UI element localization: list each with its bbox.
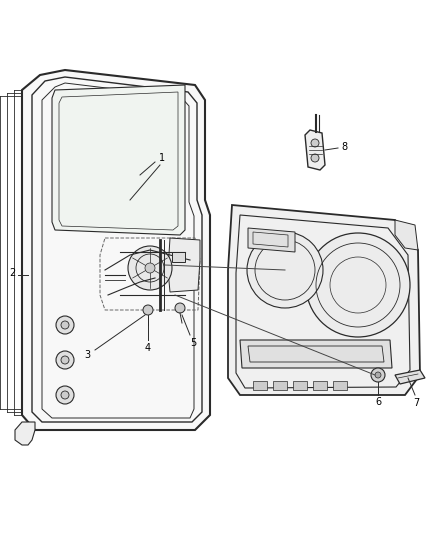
- Circle shape: [311, 154, 319, 162]
- Polygon shape: [22, 70, 210, 430]
- Circle shape: [145, 263, 155, 273]
- Text: 3: 3: [84, 350, 90, 360]
- Polygon shape: [15, 422, 35, 445]
- Circle shape: [306, 233, 410, 337]
- Circle shape: [311, 139, 319, 147]
- Circle shape: [56, 351, 74, 369]
- Polygon shape: [395, 220, 418, 250]
- Text: 7: 7: [413, 398, 419, 408]
- Circle shape: [128, 246, 172, 290]
- Circle shape: [175, 303, 185, 313]
- Polygon shape: [293, 381, 307, 390]
- Polygon shape: [273, 381, 287, 390]
- Circle shape: [61, 356, 69, 364]
- Text: 2: 2: [9, 268, 15, 278]
- Text: 5: 5: [190, 338, 196, 348]
- Polygon shape: [168, 238, 200, 292]
- Polygon shape: [228, 205, 420, 395]
- Text: 8: 8: [341, 142, 347, 152]
- Text: 1: 1: [159, 153, 165, 163]
- Circle shape: [143, 305, 153, 315]
- Polygon shape: [313, 381, 327, 390]
- Circle shape: [61, 321, 69, 329]
- Text: 4: 4: [145, 343, 151, 353]
- Polygon shape: [395, 370, 425, 384]
- Polygon shape: [240, 340, 392, 368]
- Text: 6: 6: [375, 397, 381, 407]
- Circle shape: [61, 391, 69, 399]
- Polygon shape: [248, 228, 295, 252]
- Circle shape: [375, 372, 381, 378]
- Circle shape: [371, 368, 385, 382]
- Polygon shape: [172, 252, 185, 262]
- Polygon shape: [305, 130, 325, 170]
- Polygon shape: [333, 381, 347, 390]
- Circle shape: [56, 316, 74, 334]
- Circle shape: [56, 386, 74, 404]
- Circle shape: [247, 232, 323, 308]
- Polygon shape: [253, 381, 267, 390]
- Polygon shape: [52, 85, 185, 235]
